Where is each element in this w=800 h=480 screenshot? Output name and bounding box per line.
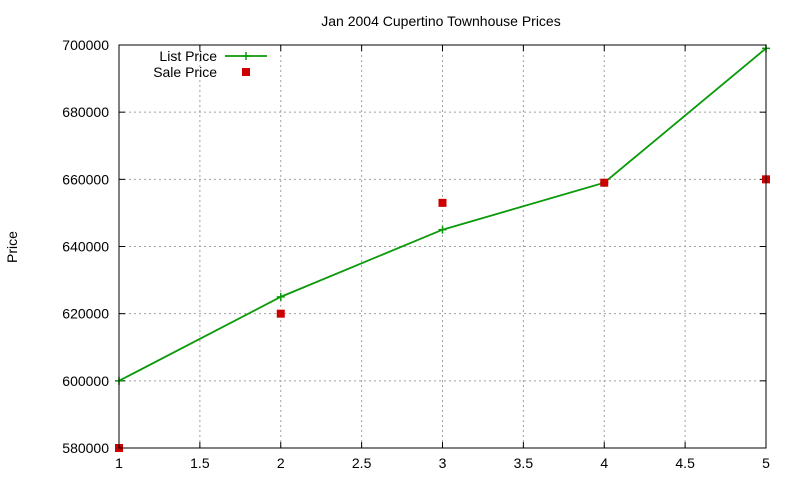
sale-price-point (276, 309, 285, 318)
sale-price-point (600, 178, 609, 187)
x-tick-label: 3 (439, 455, 447, 471)
legend-square-marker (242, 68, 250, 76)
x-tick-label: 1.5 (190, 455, 210, 471)
y-tick-label: 680000 (62, 104, 109, 120)
y-tick-label: 660000 (62, 171, 109, 187)
x-tick-label: 3.5 (514, 455, 534, 471)
plot-frame (118, 44, 767, 449)
chart-title: Jan 2004 Cupertino Townhouse Prices (321, 13, 560, 29)
y-tick-label: 600000 (62, 373, 109, 389)
legend-label: List Price (159, 48, 217, 64)
x-tick-label: 5 (762, 455, 770, 471)
x-tick-label: 4.5 (675, 455, 695, 471)
axis-ticks: 1 1.5 2 2.5 3 3.5 4 4.5 5 580000 600000 620000 64000… (62, 37, 770, 471)
legend-plus-marker (242, 52, 250, 60)
x-tick-label: 1 (115, 455, 123, 471)
y-tick-label: 620000 (62, 306, 109, 322)
x-tick-label: 2.5 (352, 455, 372, 471)
list-price-point (438, 225, 447, 234)
list-price-point (276, 292, 285, 301)
x-tick-label: 2 (277, 455, 285, 471)
sale-price-point (438, 198, 447, 207)
grid (119, 45, 766, 448)
y-axis-label: Price (4, 231, 20, 263)
x-tick-label: 4 (600, 455, 608, 471)
y-tick-label: 640000 (62, 239, 109, 255)
legend-label: Sale Price (153, 64, 217, 80)
y-tick-label: 700000 (62, 37, 109, 53)
y-tick-label: 580000 (62, 440, 109, 456)
